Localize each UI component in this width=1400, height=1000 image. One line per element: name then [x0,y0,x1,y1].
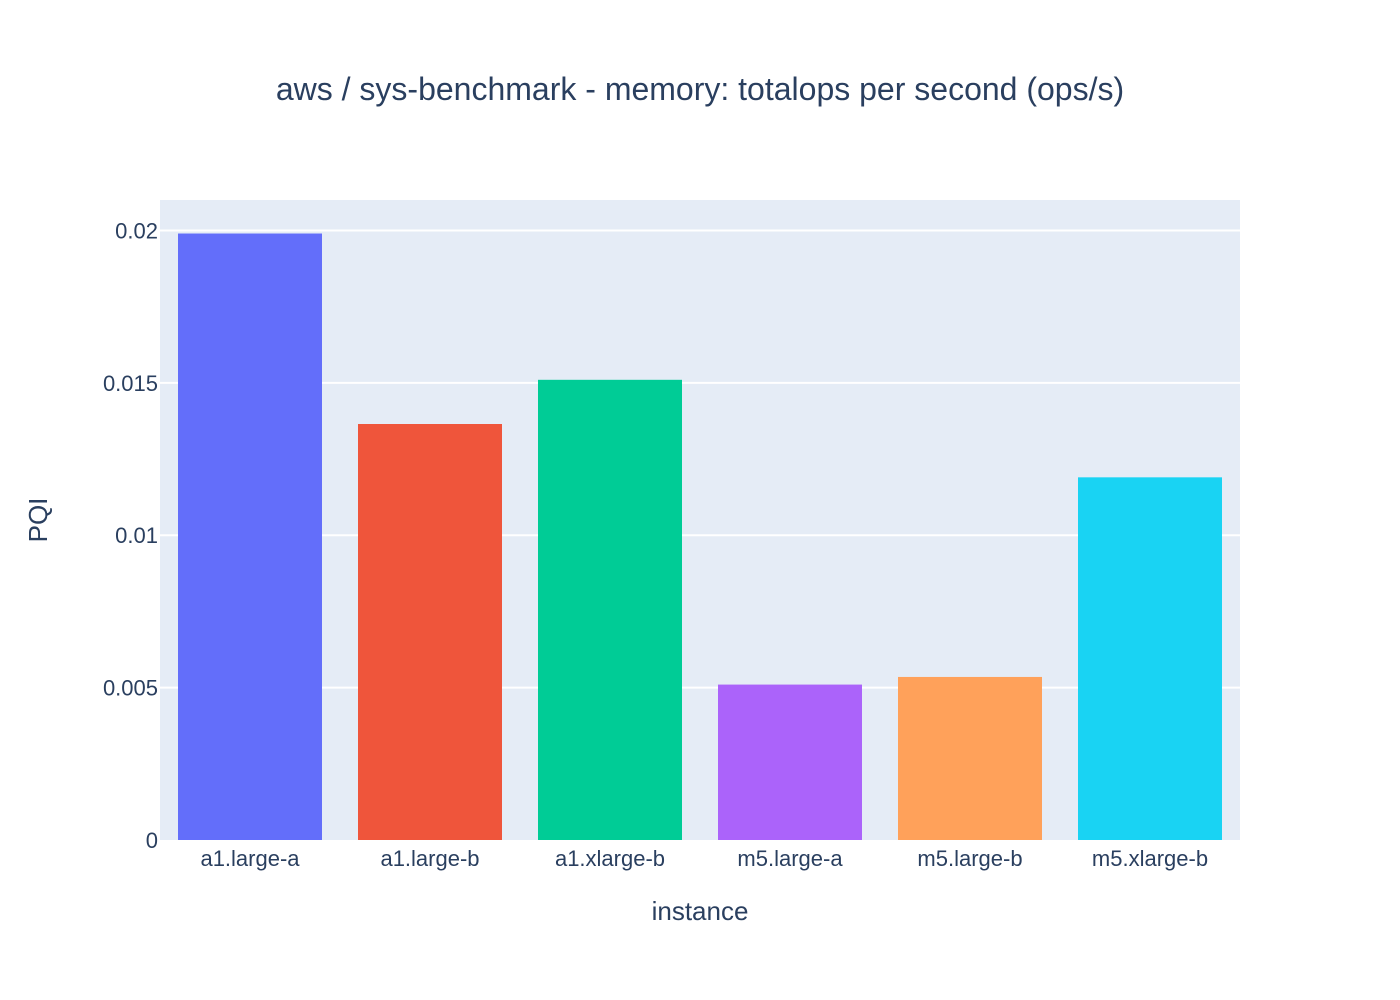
y-tick-label: 0 [146,828,158,853]
x-axis-ticks: a1.large-a a1.large-b a1.xlarge-b m5.large-… [200,846,1208,871]
x-tick-label: a1.xlarge-b [555,846,665,871]
bar-a1.large-b[interactable] [358,424,502,840]
bar-a1.large-a[interactable] [178,233,322,840]
y-axis-title: PQI [23,498,53,543]
y-tick-label: 0.015 [103,371,158,396]
y-tick-label: 0.005 [103,676,158,701]
y-axis-ticks: 0 0.005 0.01 0.015 0.02 [103,218,158,853]
x-tick-label: m5.large-b [917,846,1022,871]
y-tick-label: 0.01 [115,523,158,548]
y-tick-label: 0.02 [115,218,158,243]
x-tick-label: m5.xlarge-b [1092,846,1208,871]
gridlines [160,229,1240,689]
bar-m5.large-a[interactable] [718,684,862,840]
bar-a1.xlarge-b[interactable] [538,379,682,840]
bar-m5.large-b[interactable] [898,676,1042,840]
x-tick-label: a1.large-a [200,846,300,871]
bar-m5.xlarge-b[interactable] [1078,477,1222,840]
x-tick-label: a1.large-b [380,846,479,871]
bars [178,233,1222,840]
x-tick-label: m5.large-a [737,846,843,871]
chart-title: aws / sys-benchmark - memory: totalops p… [276,71,1124,107]
plot-area [160,200,1240,840]
x-axis-title: instance [652,896,749,926]
